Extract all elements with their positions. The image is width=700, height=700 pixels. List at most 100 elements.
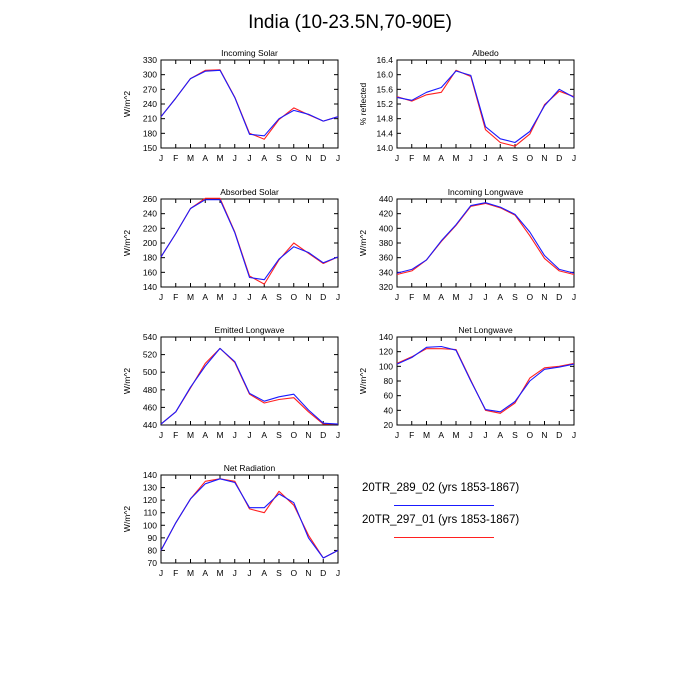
- y-tick-label: 140: [143, 282, 157, 292]
- series-line-b: [396, 348, 575, 414]
- x-tick-label: A: [261, 292, 267, 302]
- series-line-a: [396, 202, 575, 274]
- y-tick-label: 140: [143, 470, 157, 480]
- y-tick-label: 60: [384, 391, 394, 401]
- panel-title: Absorbed Solar: [220, 187, 279, 197]
- x-tick-label: F: [409, 292, 414, 302]
- y-tick-label: 160: [143, 267, 157, 277]
- x-tick-label: D: [556, 430, 562, 440]
- y-tick-label: 110: [143, 508, 157, 518]
- x-tick-label: F: [409, 153, 414, 163]
- y-tick-label: 270: [143, 84, 157, 94]
- series-line-a: [396, 345, 575, 413]
- y-tick-label: 80: [384, 376, 394, 386]
- x-tick-label: J: [159, 430, 163, 440]
- y-tick-label: 220: [143, 223, 157, 233]
- x-tick-label: D: [320, 292, 326, 302]
- x-tick-label: S: [276, 292, 282, 302]
- y-tick-label: 540: [143, 332, 157, 342]
- x-tick-label: M: [216, 292, 223, 302]
- series-line-a: [160, 347, 339, 425]
- x-tick-label: F: [173, 153, 178, 163]
- x-tick-label: A: [261, 568, 267, 578]
- x-tick-label: M: [452, 292, 459, 302]
- x-tick-label: N: [305, 430, 311, 440]
- x-tick-label: J: [483, 153, 487, 163]
- y-tick-label: 240: [143, 209, 157, 219]
- y-tick-label: 80: [148, 545, 158, 555]
- y-tick-label: 90: [148, 533, 158, 543]
- x-tick-label: N: [305, 292, 311, 302]
- x-tick-label: J: [395, 292, 399, 302]
- x-tick-label: M: [423, 153, 430, 163]
- y-axis-label: W/m^2: [122, 368, 132, 394]
- plot-frame: [160, 198, 339, 288]
- y-axis-label: % reflected: [358, 82, 368, 125]
- x-tick-label: J: [395, 430, 399, 440]
- y-tick-label: 70: [148, 558, 158, 568]
- x-tick-label: J: [233, 153, 237, 163]
- x-tick-label: M: [187, 568, 194, 578]
- y-tick-label: 14.4: [376, 128, 393, 138]
- x-tick-label: J: [483, 430, 487, 440]
- x-tick-label: M: [423, 430, 430, 440]
- y-axis-label: W/m^2: [122, 230, 132, 256]
- x-tick-label: J: [247, 430, 251, 440]
- y-tick-label: 360: [379, 253, 393, 263]
- x-tick-label: M: [452, 430, 459, 440]
- y-tick-label: 210: [143, 114, 157, 124]
- x-tick-label: A: [438, 292, 444, 302]
- x-tick-label: F: [173, 292, 178, 302]
- x-tick-label: M: [452, 153, 459, 163]
- x-tick-label: D: [556, 292, 562, 302]
- x-tick-label: J: [336, 292, 340, 302]
- y-tick-label: 180: [143, 128, 157, 138]
- y-axis-label: W/m^2: [122, 506, 132, 532]
- y-tick-label: 400: [379, 223, 393, 233]
- x-tick-label: M: [216, 568, 223, 578]
- y-tick-label: 150: [143, 143, 157, 153]
- x-tick-label: D: [320, 430, 326, 440]
- x-tick-label: J: [247, 153, 251, 163]
- x-tick-label: A: [497, 292, 503, 302]
- y-tick-label: 16.0: [376, 70, 393, 80]
- x-tick-label: J: [572, 430, 576, 440]
- y-tick-label: 120: [379, 347, 393, 357]
- x-tick-label: J: [469, 430, 473, 440]
- y-tick-label: 480: [143, 385, 157, 395]
- x-tick-label: A: [202, 292, 208, 302]
- x-tick-label: A: [261, 153, 267, 163]
- x-tick-label: N: [305, 153, 311, 163]
- y-axis-label: W/m^2: [358, 368, 368, 394]
- x-tick-label: M: [187, 153, 194, 163]
- x-tick-label: S: [512, 430, 518, 440]
- x-tick-label: O: [290, 153, 297, 163]
- y-tick-label: 100: [143, 520, 157, 530]
- plot-frame: [396, 59, 575, 149]
- x-tick-label: S: [512, 153, 518, 163]
- x-tick-label: A: [202, 568, 208, 578]
- legend-line-series-a: [394, 505, 494, 506]
- y-tick-label: 140: [379, 332, 393, 342]
- y-tick-label: 120: [143, 495, 157, 505]
- x-tick-label: N: [541, 292, 547, 302]
- y-tick-label: 260: [143, 194, 157, 204]
- y-axis-label: W/m^2: [358, 230, 368, 256]
- x-tick-label: J: [233, 568, 237, 578]
- series-line-b: [396, 202, 575, 276]
- x-tick-label: M: [187, 292, 194, 302]
- y-tick-label: 500: [143, 367, 157, 377]
- y-tick-label: 460: [143, 402, 157, 412]
- y-tick-label: 130: [143, 483, 157, 493]
- series-line-b: [160, 69, 339, 140]
- y-axis-label: W/m^2: [122, 91, 132, 117]
- series-line-b: [160, 478, 339, 559]
- panel-title: Net Longwave: [458, 325, 513, 335]
- x-tick-label: M: [187, 430, 194, 440]
- x-tick-label: O: [526, 153, 533, 163]
- legend-label-series-a: 20TR_289_02 (yrs 1853-1867): [362, 482, 520, 494]
